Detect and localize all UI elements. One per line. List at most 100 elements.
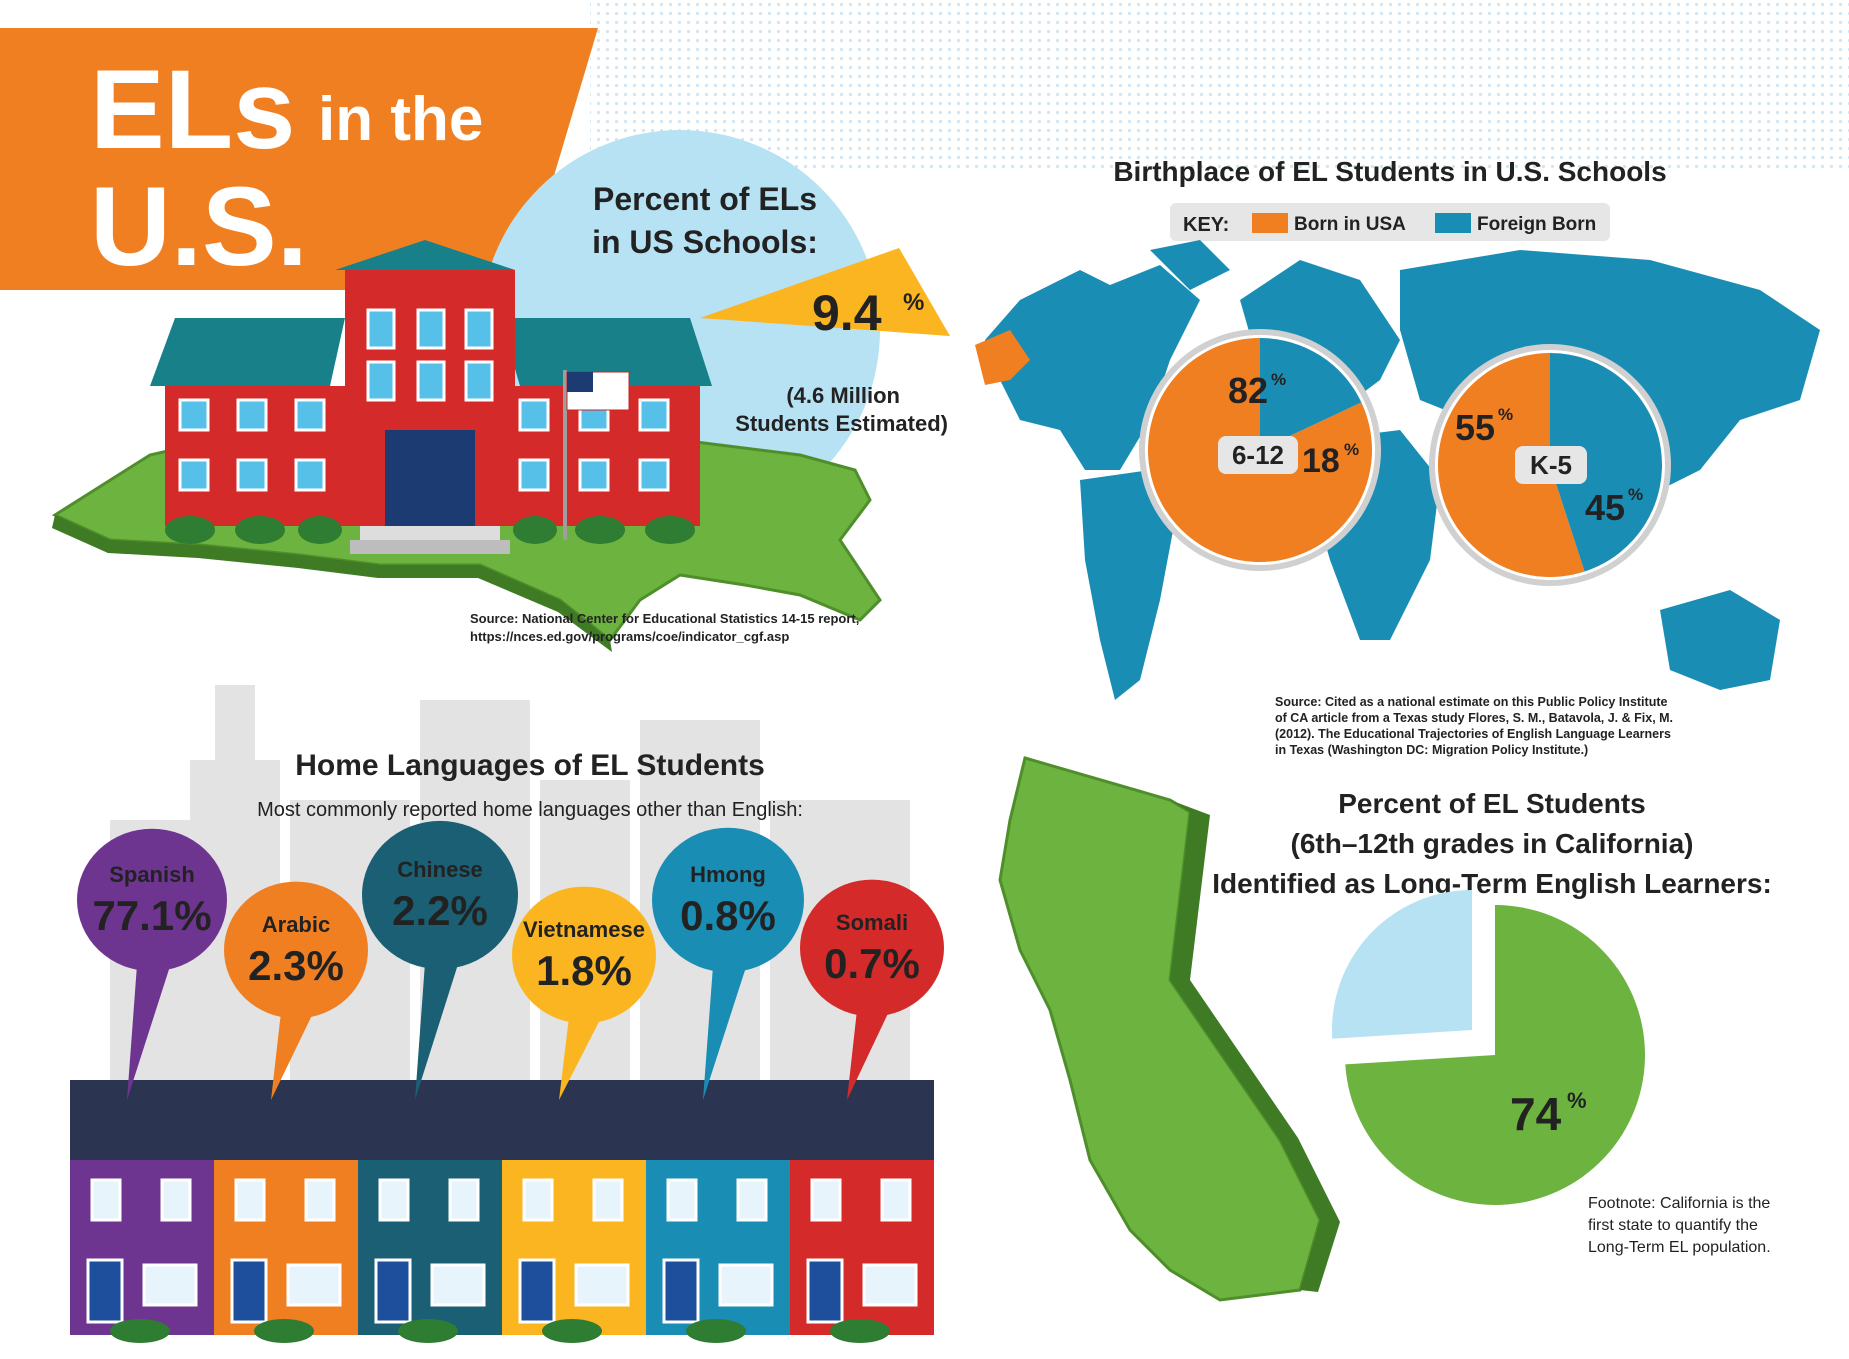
house-roof-chinese	[358, 1080, 502, 1160]
world-map-illustration	[975, 240, 1820, 700]
ltel-unit: %	[1567, 1088, 1587, 1113]
house-door-hmong	[662, 1258, 700, 1324]
speech-bubble-vietnamese	[512, 886, 656, 1024]
birthplace-6-12-unit-foreign-born: %	[1344, 440, 1359, 459]
speech-bubble-tail-hmong	[703, 961, 748, 1100]
house-bush-somali	[830, 1319, 890, 1343]
house-bush-chinese	[398, 1319, 458, 1343]
birthplace-key-label: KEY:	[1183, 214, 1229, 236]
house-door-chinese	[374, 1258, 412, 1324]
ltel-california-chart	[1331, 890, 1645, 1205]
language-name-vietnamese: Vietnamese	[523, 917, 645, 942]
ltel-footnote-line2: first state to quantify the	[1588, 1217, 1758, 1234]
birthplace-6-12-value-born-in-usa: 82	[1228, 370, 1268, 411]
language-name-somali: Somali	[836, 910, 908, 935]
birthplace-k-5-center-badge	[1515, 446, 1587, 484]
els-percent-slice	[700, 248, 950, 336]
house-window-spanish	[90, 1178, 122, 1222]
ltel-footnote-line1: Footnote: California is the	[1588, 1195, 1770, 1212]
birthplace-source-line1: Source: Cited as a national estimate on …	[1275, 695, 1667, 709]
home-languages-chart: Spanish 77.1% Arabic 2.3% Chinese 2.2% Vietnam…	[70, 820, 944, 1343]
birthplace-source-line4: in Texas (Washington DC: Migration Polic…	[1275, 743, 1588, 757]
house-window-somali	[880, 1178, 912, 1222]
california-map-shape	[998, 756, 1322, 1302]
house-bush-vietnamese	[542, 1319, 602, 1343]
els-percent-note-line1: (4.6 Million	[786, 383, 900, 408]
birthplace-k-5-center-label: K-5	[1530, 450, 1572, 480]
birthplace-6-12-center-badge	[1218, 436, 1298, 474]
language-value-spanish: 77.1%	[92, 892, 211, 939]
house-window-spanish	[160, 1178, 192, 1222]
us-map-edge	[52, 515, 612, 652]
house-window-chinese	[448, 1178, 480, 1222]
birthplace-6-12-slice-foreign-born	[1260, 338, 1362, 450]
ltel-value: 74	[1510, 1088, 1562, 1140]
ltel-slice-long-term	[1345, 905, 1645, 1205]
house-roof-hmong	[646, 1080, 790, 1160]
house-roof-somali	[790, 1080, 934, 1160]
els-percent-source-line2: https://nces.ed.gov/programs/coe/indicat…	[470, 629, 789, 644]
languages-subtitle: Most commonly reported home languages ot…	[257, 799, 803, 821]
legend-swatch-born-in-usa	[1252, 213, 1288, 233]
language-name-arabic: Arabic	[262, 912, 330, 937]
house-roof-spanish	[70, 1080, 214, 1160]
ltel-slice-other	[1331, 890, 1472, 1039]
california-map-edge	[1170, 800, 1340, 1292]
birthplace-source-line2: of CA article from a Texas study Flores,…	[1275, 711, 1673, 725]
speech-bubble-tail-spanish	[127, 960, 172, 1100]
house-bay-window-vietnamese	[574, 1263, 630, 1307]
language-name-spanish: Spanish	[109, 862, 195, 887]
els-percent-value: 9.4	[812, 285, 882, 341]
language-name-hmong: Hmong	[690, 862, 766, 887]
ltel-title-line1: Percent of EL Students	[1338, 788, 1646, 819]
els-percent-source-line1: Source: National Center for Educational …	[470, 611, 859, 626]
birthplace-k-5-value-born-in-usa: 55	[1455, 407, 1495, 448]
speech-bubble-arabic	[224, 881, 368, 1019]
birthplace-k-5-unit-foreign-born: %	[1628, 485, 1643, 504]
birthplace-k-5-unit-born-in-usa: %	[1498, 405, 1513, 424]
els-percent-note-line2: Students Estimated)	[735, 411, 948, 436]
language-value-somali: 0.7%	[824, 940, 920, 987]
title-banner	[0, 28, 598, 290]
language-name-chinese: Chinese	[397, 857, 483, 882]
language-value-vietnamese: 1.8%	[536, 947, 632, 994]
house-window-vietnamese	[522, 1178, 554, 1222]
languages-title: Home Languages of EL Students	[295, 749, 765, 782]
ltel-title-line2: (6th–12th grades in California)	[1291, 828, 1694, 859]
birthplace-title: Birthplace of EL Students in U.S. School…	[1113, 156, 1666, 187]
speech-bubble-spanish	[77, 828, 227, 972]
language-value-chinese: 2.2%	[392, 887, 488, 934]
dotted-background	[590, 0, 1849, 170]
ltel-title-line3: Identified as Long-Term English Learners…	[1212, 868, 1772, 899]
house-bush-hmong	[686, 1319, 746, 1343]
birthplace-6-12-center-label: 6-12	[1232, 440, 1284, 470]
birthplace-6-12-value-foreign-born: 18	[1302, 442, 1340, 480]
house-roof-vietnamese	[502, 1080, 646, 1160]
birthplace-6-12-unit-born-in-usa: %	[1271, 370, 1286, 389]
house-window-somali	[810, 1178, 842, 1222]
birthplace-source-line3: (2012). The Educational Trajectories of …	[1275, 727, 1671, 741]
house-bay-window-hmong	[718, 1263, 774, 1307]
house-door-vietnamese	[518, 1258, 556, 1324]
house-door-somali	[806, 1258, 844, 1324]
house-bush-arabic	[254, 1319, 314, 1343]
birthplace-k-5-value-foreign-born: 45	[1585, 487, 1625, 528]
ltel-footnote-line3: Long-Term EL population.	[1588, 1239, 1771, 1256]
house-bush-spanish	[110, 1319, 170, 1343]
speech-bubble-hmong	[652, 827, 804, 973]
speech-bubble-chinese	[362, 820, 518, 970]
house-door-spanish	[86, 1258, 124, 1324]
legend-label-foreign-born: Foreign Born	[1477, 214, 1596, 235]
els-percent-title-line2: in US Schools:	[592, 224, 818, 260]
house-window-hmong	[736, 1178, 768, 1222]
house-window-vietnamese	[592, 1178, 624, 1222]
house-bay-window-somali	[862, 1263, 918, 1307]
legend-swatch-foreign-born	[1435, 213, 1471, 233]
house-window-arabic	[234, 1178, 266, 1222]
title-in-the: in the	[318, 85, 483, 154]
school-building-illustration	[150, 240, 712, 554]
speech-bubble-tail-arabic	[271, 1007, 316, 1100]
language-value-hmong: 0.8%	[680, 892, 776, 939]
legend-label-born-in-usa: Born in USA	[1294, 214, 1406, 235]
